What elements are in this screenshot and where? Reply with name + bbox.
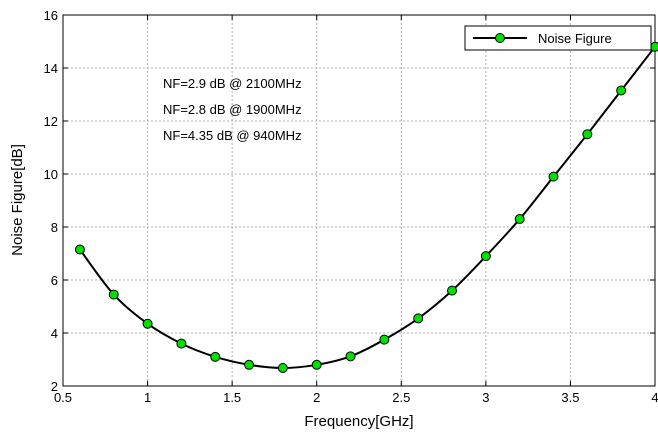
data-point — [480, 251, 491, 262]
x-axis-label: Frequency[GHz] — [304, 413, 413, 430]
data-point — [244, 359, 255, 370]
y-axis-label: Noise Figure[dB] — [9, 144, 26, 256]
y-tick-label: 4 — [51, 326, 58, 341]
data-point — [176, 338, 187, 349]
annotation-text: NF=2.8 dB @ 1900MHz — [163, 102, 302, 117]
series-group — [74, 41, 658, 373]
y-tick-label: 6 — [51, 273, 58, 288]
x-tick-label: 3.5 — [561, 390, 579, 405]
annotation-text: NF=4.35 dB @ 940MHz — [163, 128, 302, 143]
data-point — [345, 351, 356, 362]
y-tick-label: 12 — [44, 114, 58, 129]
x-tick-label: 0.5 — [54, 390, 72, 405]
ticks: 0.5 1 1.5 2 2.5 3 3.5 4 2 4 6 8 10 12 14 16 — [44, 8, 658, 405]
data-point — [210, 351, 221, 362]
data-point — [277, 362, 288, 373]
y-tick-label: 16 — [44, 8, 58, 23]
legend-label: Noise Figure — [538, 31, 612, 46]
data-point — [514, 214, 525, 225]
plot-frame — [62, 14, 656, 387]
annotations: NF=2.9 dB @ 2100MHz NF=2.8 dB @ 1900MHz NF… — [163, 76, 302, 143]
data-point — [447, 285, 458, 296]
x-tick-label: 1 — [144, 390, 151, 405]
data-point — [548, 171, 559, 182]
annotation-text: NF=2.9 dB @ 2100MHz — [163, 76, 302, 91]
legend: Noise Figure — [464, 25, 652, 51]
x-tick-label: 1.5 — [223, 390, 241, 405]
data-point — [74, 244, 85, 255]
data-point — [650, 41, 658, 52]
data-point — [616, 85, 627, 96]
x-tick-label: 2.5 — [392, 390, 410, 405]
x-tick-label: 2 — [313, 390, 320, 405]
data-point — [582, 129, 593, 140]
y-tick-label: 8 — [51, 220, 58, 235]
data-point — [311, 359, 322, 370]
y-tick-label: 2 — [51, 379, 58, 394]
x-tick-label: 4 — [651, 390, 658, 405]
data-point — [379, 334, 390, 345]
y-tick-label: 10 — [44, 167, 58, 182]
data-point — [108, 289, 119, 300]
x-tick-label: 3 — [482, 390, 489, 405]
data-point — [413, 313, 424, 324]
data-point — [142, 318, 153, 329]
legend-marker — [495, 33, 505, 43]
y-tick-label: 14 — [44, 61, 58, 76]
